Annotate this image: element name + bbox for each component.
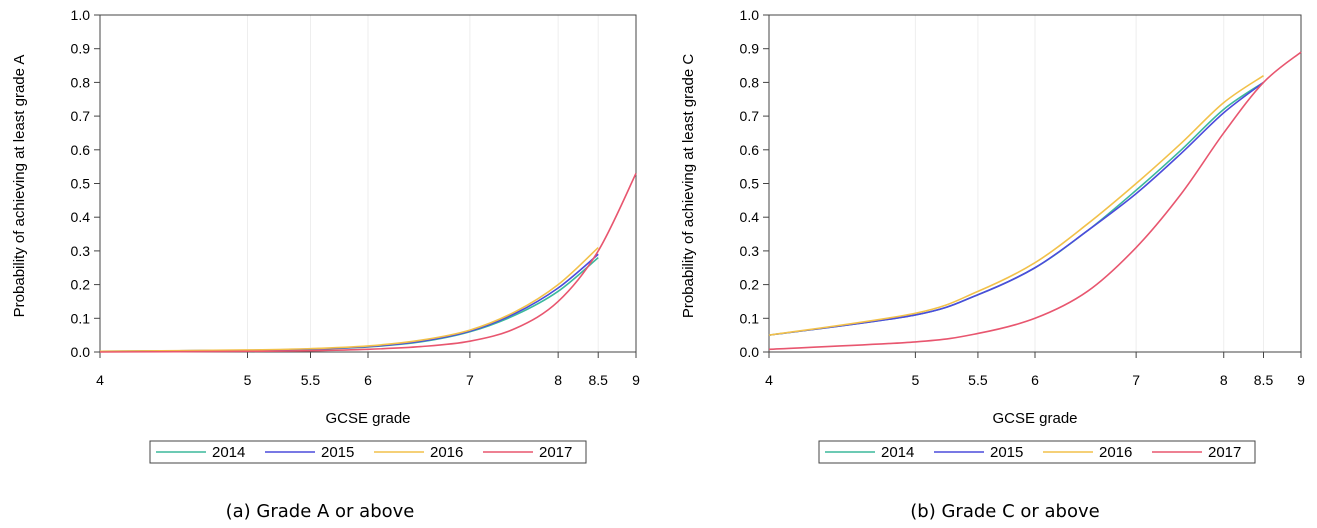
y-tick-label: 0.1	[71, 310, 91, 326]
legend-box	[818, 440, 1256, 464]
y-tick-label: 0.3	[71, 243, 91, 259]
legend: 2014 2015 2016 2017	[818, 440, 1256, 464]
legend-label: 2017	[1208, 444, 1241, 461]
y-tick-label: 0.3	[740, 243, 760, 259]
x-axis-label: GCSE grade	[992, 410, 1077, 427]
x-tick-label: 6	[364, 372, 372, 388]
y-tick-label: 0.2	[740, 277, 760, 293]
y-tick-label: 0.0	[71, 344, 91, 360]
y-tick-label: 0.7	[71, 108, 91, 124]
y-tick-label: 0.7	[740, 108, 760, 124]
caption: (b) Grade C or above	[910, 501, 1099, 522]
y-tick-label: 1.0	[71, 7, 91, 23]
y-tick-label: 0.9	[740, 41, 760, 57]
legend-label: 2015	[321, 444, 354, 461]
x-tick-label: 8.5	[1254, 372, 1274, 388]
chart-panel-a: Probability of achieving at least grade …	[11, 7, 640, 522]
series-line-2014	[99, 257, 599, 353]
x-tick-label: 8	[554, 372, 562, 388]
legend-label: 2014	[212, 444, 245, 461]
series-line-2014	[768, 81, 1264, 336]
y-tick-label: 0.1	[740, 310, 760, 326]
x-tick-label: 9	[632, 372, 640, 388]
y-tick-label: 0.6	[71, 142, 91, 158]
x-tick-label: 8	[1220, 372, 1228, 388]
series-line-2017	[768, 51, 1302, 351]
series-line-2015	[99, 253, 599, 353]
x-tick-label: 7	[466, 372, 474, 388]
legend: 2014 2015 2016 2017	[149, 440, 587, 464]
legend-label: 2016	[430, 444, 463, 461]
y-tick-label: 0.9	[71, 41, 91, 57]
caption: (a) Grade A or above	[226, 501, 415, 522]
y-tick-label: 0.2	[71, 277, 91, 293]
y-axis-label: Probability of achieving at least grade …	[680, 54, 697, 318]
legend-box	[149, 440, 587, 464]
y-tick-label: 0.4	[740, 209, 760, 225]
y-tick-label: 0.6	[740, 142, 760, 158]
y-axis-label: Probability of achieving at least grade …	[11, 55, 28, 318]
series-line-2016	[99, 246, 599, 353]
y-tick-label: 1.0	[740, 7, 760, 23]
legend-label: 2015	[990, 444, 1023, 461]
legend-label: 2014	[881, 444, 914, 461]
x-tick-label: 5	[244, 372, 252, 388]
y-tick-label: 0.8	[740, 74, 760, 90]
x-tick-label: 5.5	[968, 372, 988, 388]
series-line-2015	[768, 81, 1264, 336]
x-tick-label: 9	[1297, 372, 1305, 388]
y-tick-label: 0.0	[740, 344, 760, 360]
series-line-2016	[768, 74, 1264, 336]
legend-label: 2017	[539, 444, 572, 461]
x-tick-label: 6	[1031, 372, 1039, 388]
chart-panel-b: Probability of achieving at least grade …	[680, 7, 1305, 522]
x-axis-label: GCSE grade	[325, 410, 410, 427]
y-tick-label: 0.8	[71, 74, 91, 90]
x-tick-label: 8.5	[588, 372, 608, 388]
x-tick-label: 5	[911, 372, 919, 388]
y-tick-label: 0.5	[740, 176, 760, 192]
x-tick-label: 4	[96, 372, 104, 388]
y-tick-label: 0.5	[71, 176, 91, 192]
legend-label: 2016	[1099, 444, 1132, 461]
x-tick-label: 4	[765, 372, 773, 388]
series-line-2017	[99, 173, 637, 353]
y-tick-label: 0.4	[71, 209, 91, 225]
x-tick-label: 7	[1132, 372, 1140, 388]
x-tick-label: 5.5	[301, 372, 321, 388]
